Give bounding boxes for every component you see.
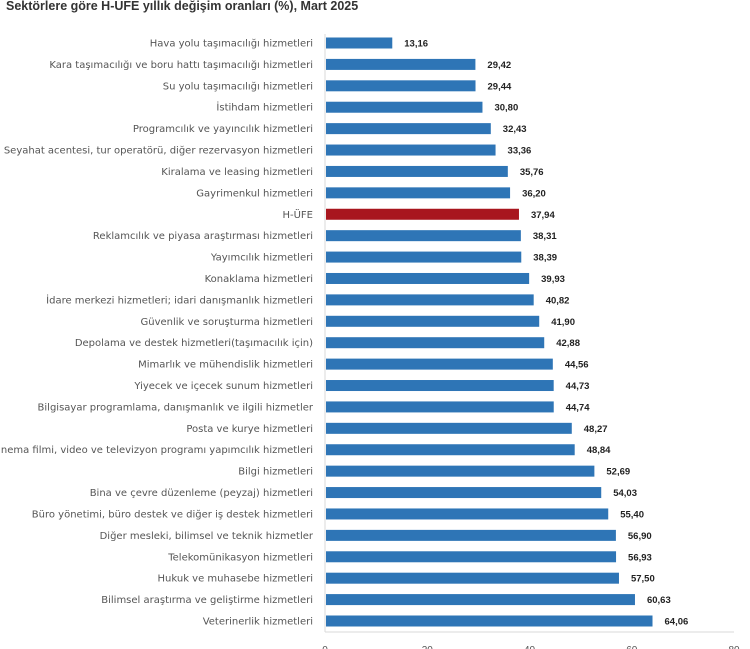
bar — [326, 123, 491, 135]
bar — [326, 251, 522, 263]
category-label: Gayrimenkul hizmetleri — [196, 188, 313, 199]
category-label: Bilimsel araştırma ve geliştirme hizmetl… — [101, 595, 313, 606]
bar — [326, 37, 393, 49]
category-label: Veterinerlik hizmetleri — [203, 617, 313, 628]
category-label: Kara taşımacılığı ve boru hattı taşımacı… — [49, 59, 313, 71]
category-label: Sinema filmi, video ve televizyon progra… — [0, 445, 313, 456]
category-label: Telekomünikasyon hizmetleri — [167, 552, 313, 563]
bar — [326, 165, 508, 177]
value-label: 60,63 — [647, 595, 671, 606]
value-label: 38,31 — [533, 231, 557, 242]
bar — [326, 529, 616, 541]
value-label: 29,42 — [487, 60, 511, 71]
category-label: Konaklama hizmetleri — [205, 274, 313, 285]
value-label: 55,40 — [620, 509, 644, 520]
category-label: Hukuk ve muhasebe hizmetleri — [158, 574, 313, 585]
bar — [326, 80, 476, 92]
bar — [326, 294, 534, 306]
category-label: Güvenlik ve soruşturma hizmetleri — [141, 317, 314, 328]
category-label: İdare merkezi hizmetleri; idari danışman… — [46, 293, 313, 306]
bar — [326, 401, 554, 413]
value-label: 30,80 — [494, 103, 518, 114]
value-label: 29,44 — [488, 81, 512, 92]
value-label: 41,90 — [551, 317, 575, 328]
category-label: Diğer mesleki, bilimsel ve teknik hizmet… — [100, 530, 314, 542]
x-tick-label: 0 — [322, 645, 328, 649]
bar — [326, 615, 653, 627]
value-label: 56,90 — [628, 531, 652, 542]
category-label: Yayımcılık hizmetleri — [210, 253, 313, 264]
category-label: Programcılık ve yayıncılık hizmetleri — [133, 124, 313, 135]
value-label: 56,93 — [628, 552, 652, 563]
value-label: 44,56 — [565, 360, 589, 371]
value-label: 57,50 — [631, 574, 655, 585]
value-label: 39,93 — [541, 274, 565, 285]
value-label: 42,88 — [556, 338, 580, 349]
value-label: 37,94 — [531, 210, 555, 221]
bar — [326, 230, 521, 242]
category-label: Posta ve kurye hizmetleri — [186, 424, 313, 435]
bar — [326, 187, 511, 199]
value-label: 40,82 — [546, 295, 570, 306]
category-label: Reklamcılık ve piyasa araştırması hizmet… — [93, 231, 313, 242]
category-label: Hava yolu taşımacılığı hizmetleri — [150, 38, 313, 50]
bar — [326, 508, 609, 520]
category-label: Bilgisayar programlama, danışmanlık ve i… — [38, 402, 314, 413]
value-label: 44,73 — [566, 381, 590, 392]
value-label: 64,06 — [665, 617, 689, 628]
bar — [326, 208, 519, 220]
value-label: 33,36 — [508, 146, 532, 157]
bar — [326, 572, 619, 584]
value-label: 52,69 — [606, 467, 630, 478]
x-tick-label: 60 — [626, 645, 638, 649]
bar — [326, 101, 483, 113]
bar — [326, 337, 545, 349]
bar — [326, 380, 554, 392]
value-label: 36,20 — [522, 188, 546, 199]
bar — [326, 594, 635, 606]
bar — [326, 358, 553, 370]
value-label: 48,84 — [587, 445, 611, 456]
chart-title: Sektörlere göre H-UFE yıllık değişim ora… — [6, 0, 359, 13]
bar — [326, 272, 530, 284]
category-label: Depolama ve destek hizmetleri(taşımacılı… — [75, 338, 313, 349]
category-label: Kiralama ve leasing hizmetleri — [161, 167, 313, 178]
value-label: 32,43 — [503, 124, 527, 135]
bar — [326, 58, 476, 70]
value-label: 38,39 — [533, 253, 557, 264]
category-label: Bilgi hizmetleri — [238, 467, 313, 478]
category-label: Yiyecek ve içecek sunum hizmetleri — [133, 381, 313, 392]
category-label: Büro yönetimi, büro destek ve diğer iş d… — [32, 508, 313, 520]
bar — [326, 465, 595, 477]
bar — [326, 551, 617, 563]
value-label: 48,27 — [584, 424, 608, 435]
bar — [326, 487, 602, 499]
category-label: Seyahat acentesi, tur operatörü, diğer r… — [4, 145, 313, 157]
bar — [326, 315, 540, 327]
x-tick-label: 20 — [422, 645, 434, 649]
category-label: Bina ve çevre düzenleme (peyzaj) hizmetl… — [90, 488, 313, 499]
value-label: 13,16 — [404, 39, 428, 50]
x-tick-label: 80 — [728, 645, 740, 649]
category-label: Mimarlık ve mühendislik hizmetleri — [138, 360, 313, 371]
value-label: 54,03 — [613, 488, 637, 499]
category-label: H-ÜFE — [282, 208, 313, 221]
value-label: 44,74 — [566, 402, 590, 413]
bar — [326, 444, 575, 456]
value-label: 35,76 — [520, 167, 544, 178]
x-tick-label: 40 — [524, 645, 536, 649]
category-label: İstihdam hizmetleri — [216, 101, 313, 114]
bar — [326, 144, 496, 156]
category-label: Su yolu taşımacılığı hizmetleri — [163, 80, 313, 92]
bar — [326, 422, 572, 434]
